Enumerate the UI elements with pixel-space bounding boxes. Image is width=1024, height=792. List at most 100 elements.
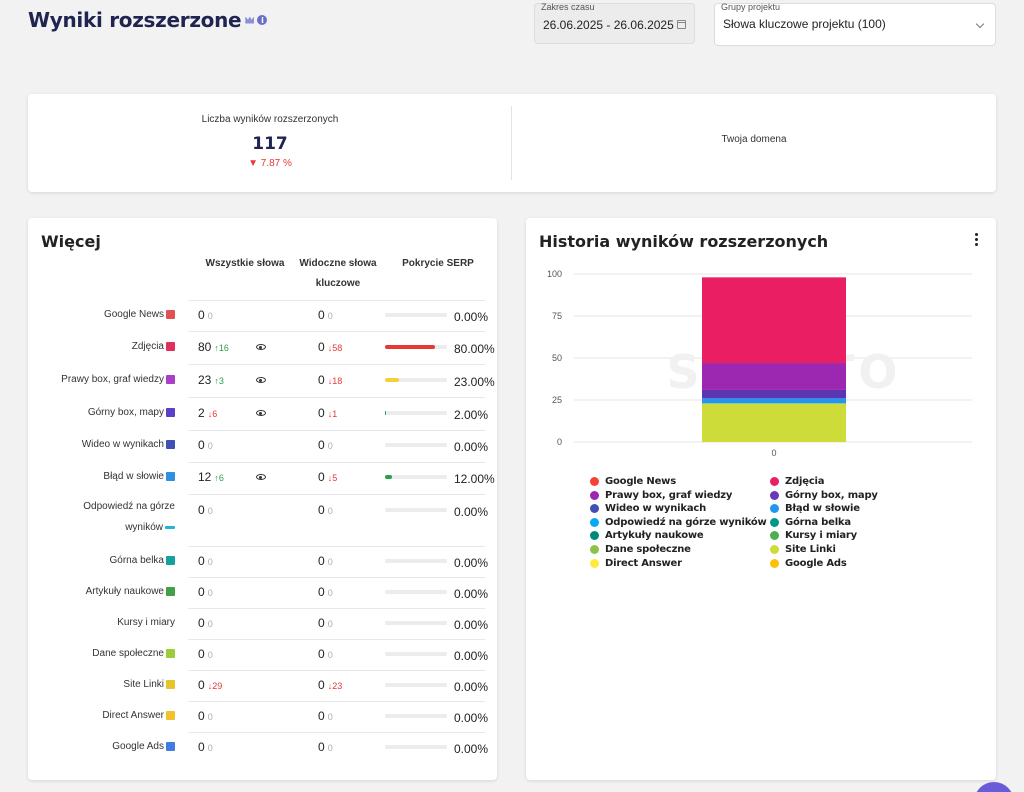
legend-item[interactable]: Górny box, mapy <box>770 490 878 501</box>
legend-label: Google Ads <box>785 557 847 569</box>
legend-item[interactable]: Odpowiedź na górze wyników <box>590 517 767 528</box>
feature-icon <box>166 649 175 658</box>
feature-icon <box>166 587 175 596</box>
column-serp-coverage: Pokrycie SERP <box>402 258 474 269</box>
table-row: Site Linki 0 ↓29 0 ↓23 0.00% <box>28 670 497 701</box>
row-divider <box>188 397 485 398</box>
visible-keywords-cell-delta-value: 0 <box>327 743 333 753</box>
serp-coverage-bar <box>385 745 447 749</box>
legend-item[interactable]: Kursy i miary <box>770 530 857 541</box>
date-range-label: Zakres czasu <box>541 2 595 12</box>
table-row: Błąd w słowie 12 ↑6 0 ↓5 12.00% <box>28 462 497 494</box>
feature-icon <box>166 556 175 565</box>
all-keywords-cell-value: 0 <box>198 438 205 452</box>
visible-keywords-cell-value: 0 <box>318 406 325 420</box>
visible-keywords-cell-value: 0 <box>318 470 325 484</box>
all-keywords-cell-delta-value: 0 <box>207 441 213 451</box>
all-keywords-cell-delta: 0 <box>208 311 213 321</box>
legend-dot-icon <box>770 477 779 486</box>
your-domain-label: Twoja domena <box>721 134 787 145</box>
legend-item[interactable]: Prawy box, graf wiedzy <box>590 490 732 501</box>
visible-keywords-cell-value: 0 <box>318 740 325 754</box>
table-row: Google Ads 0 0 0 0 0.00% <box>28 732 497 763</box>
bar-segment <box>702 403 846 442</box>
chevron-down-icon[interactable] <box>975 19 985 29</box>
legend-item[interactable]: Artykuły naukowe <box>590 530 704 541</box>
calendar-icon[interactable] <box>677 20 686 29</box>
visible-keywords-cell-value: 0 <box>318 373 325 387</box>
legend-dot-icon <box>590 490 599 500</box>
column-visible-keywords: Widoczne słowa kluczowe <box>299 258 377 289</box>
column-all-keywords: Wszystkie słowa <box>205 258 285 269</box>
project-group-value: Słowa kluczowe projektu (100) <box>723 17 886 31</box>
chat-button[interactable] <box>974 782 1014 792</box>
eye-icon[interactable] <box>256 474 266 480</box>
all-keywords-cell-delta-value: 29 <box>212 681 223 691</box>
date-range-value: 26.06.2025 - 26.06.2025 <box>543 18 674 32</box>
visible-keywords-cell-delta-value: 0 <box>327 650 333 660</box>
legend-item[interactable]: Zdjęcia <box>770 476 825 487</box>
eye-icon[interactable] <box>256 410 266 416</box>
history-card-title: Historia wyników rozszerzonych <box>539 232 829 251</box>
all-keywords-cell-delta: 0 <box>208 619 213 629</box>
more-options-icon[interactable] <box>975 233 978 247</box>
all-keywords-cell: 23 ↑3 <box>198 373 224 387</box>
row-label: Site Linki <box>123 679 175 690</box>
feature-icon <box>166 342 175 351</box>
serp-coverage-value: 0.00% <box>454 505 489 519</box>
feature-icon <box>166 680 175 689</box>
arrow-down-icon: ↓ <box>327 343 333 353</box>
row-label-text: Prawy box, graf wiedzy <box>61 374 164 385</box>
legend-item[interactable]: Dane społeczne <box>590 544 691 555</box>
legend-dot-icon <box>770 545 779 554</box>
y-tick-label: 75 <box>552 311 562 321</box>
visible-keywords-cell-delta-value: 0 <box>327 506 333 516</box>
row-label-text: Dane społeczne <box>92 648 164 659</box>
legend-item[interactable]: Site Linki <box>770 544 836 555</box>
eye-icon[interactable] <box>256 377 266 383</box>
visible-keywords-cell-delta-value: 18 <box>332 376 343 386</box>
serp-coverage-fill <box>385 411 387 415</box>
serp-coverage-fill <box>385 378 400 382</box>
info-icon[interactable]: i <box>257 15 268 25</box>
legend-item[interactable]: Google News <box>590 476 676 487</box>
visible-keywords-cell-delta: 0 <box>328 557 333 567</box>
eye-icon[interactable] <box>256 344 266 350</box>
table-row: Górna belka 0 0 0 0 0.00% <box>28 546 497 577</box>
project-group-select[interactable]: Grupy projektu Słowa kluczowe projektu (… <box>714 2 996 46</box>
more-card-title: Więcej <box>41 232 101 251</box>
serp-coverage-bar <box>385 714 447 718</box>
visible-keywords-cell-delta-value: 0 <box>327 619 333 629</box>
legend-item[interactable]: Google Ads <box>770 558 847 569</box>
summary-card: Liczba wyników rozszerzonych 117 ▼ 7.87 … <box>28 94 996 192</box>
arrow-down-icon: ↓ <box>327 473 333 483</box>
row-label-text: Wideo w wynikach <box>81 439 164 450</box>
visible-keywords-cell-delta: ↓23 <box>328 681 343 691</box>
rich-results-count-change: ▼ 7.87 % <box>28 158 512 169</box>
legend-dot-icon <box>770 517 779 527</box>
table-row: Dane społeczne 0 0 0 0 0.00% <box>28 639 497 670</box>
legend-item[interactable]: Górna belka <box>770 517 851 528</box>
row-divider <box>188 364 485 365</box>
feature-icon <box>166 408 175 417</box>
rich-results-count-label: Liczba wyników rozszerzonych <box>201 114 339 125</box>
visible-keywords-cell-delta-value: 0 <box>327 557 333 567</box>
all-keywords-cell-delta-value: 16 <box>218 343 229 353</box>
legend-item[interactable]: Direct Answer <box>590 558 682 569</box>
feature-icon <box>166 711 175 720</box>
date-range-field[interactable]: Zakres czasu 26.06.2025 - 26.06.2025 <box>534 2 695 44</box>
visible-keywords-cell-delta: ↓5 <box>328 473 338 483</box>
legend-item[interactable]: Wideo w wynikach <box>590 503 706 514</box>
visible-keywords-cell-delta: ↓58 <box>328 343 343 353</box>
legend-item[interactable]: Błąd w słowie <box>770 503 860 514</box>
legend-dot-icon <box>770 504 779 514</box>
all-keywords-cell-delta: 0 <box>208 506 213 516</box>
serp-coverage-value: 0.00% <box>454 742 489 756</box>
serp-coverage-value: 0.00% <box>454 711 489 725</box>
visible-keywords-cell-value: 0 <box>318 585 325 599</box>
visible-keywords-cell-delta-value: 5 <box>332 473 338 483</box>
